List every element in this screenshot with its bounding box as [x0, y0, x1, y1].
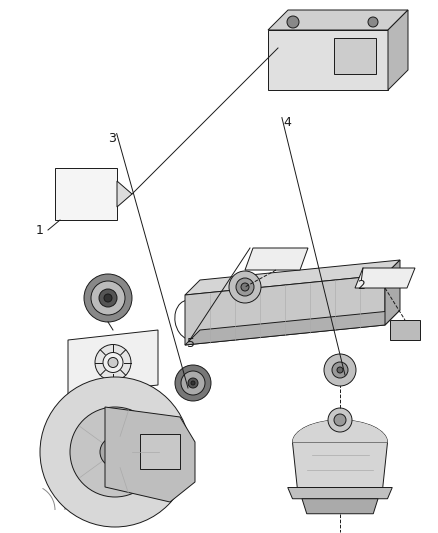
Circle shape	[175, 365, 211, 401]
Circle shape	[191, 381, 195, 385]
Polygon shape	[355, 268, 415, 288]
Polygon shape	[117, 181, 132, 207]
Polygon shape	[245, 248, 308, 270]
Circle shape	[103, 352, 123, 373]
Text: 2: 2	[357, 279, 365, 292]
Circle shape	[337, 367, 343, 373]
Circle shape	[100, 437, 130, 467]
Polygon shape	[185, 310, 400, 345]
Circle shape	[328, 408, 352, 432]
Text: 3: 3	[108, 132, 116, 145]
Circle shape	[40, 377, 190, 527]
Circle shape	[108, 358, 118, 367]
Circle shape	[236, 278, 254, 296]
Bar	[390, 320, 420, 340]
Text: 1: 1	[36, 223, 44, 237]
Text: 5: 5	[187, 337, 194, 350]
Circle shape	[332, 362, 348, 378]
Polygon shape	[68, 330, 158, 395]
Polygon shape	[293, 420, 388, 442]
Circle shape	[109, 446, 121, 458]
Circle shape	[334, 414, 346, 426]
Circle shape	[188, 378, 198, 388]
Polygon shape	[268, 10, 408, 30]
Polygon shape	[185, 275, 385, 345]
Circle shape	[91, 281, 125, 315]
Circle shape	[368, 17, 378, 27]
Bar	[140, 434, 180, 469]
Circle shape	[287, 16, 299, 28]
Circle shape	[104, 294, 112, 302]
Polygon shape	[288, 488, 392, 499]
Circle shape	[229, 271, 261, 303]
Polygon shape	[105, 407, 195, 502]
Text: 4: 4	[283, 116, 291, 129]
Polygon shape	[185, 260, 400, 295]
Bar	[268, 30, 388, 90]
Circle shape	[181, 371, 205, 395]
Bar	[334, 38, 376, 74]
Polygon shape	[385, 260, 400, 325]
Circle shape	[241, 283, 249, 291]
Bar	[55, 168, 117, 220]
Circle shape	[70, 407, 160, 497]
Circle shape	[324, 354, 356, 386]
Circle shape	[95, 344, 131, 381]
Polygon shape	[293, 442, 388, 488]
Polygon shape	[388, 10, 408, 90]
Polygon shape	[302, 499, 378, 514]
Circle shape	[84, 274, 132, 322]
Circle shape	[99, 289, 117, 307]
